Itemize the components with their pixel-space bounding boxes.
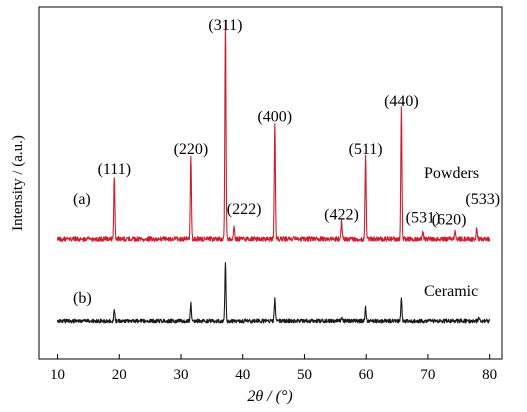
series-b-panel-label: (b) [73, 290, 92, 307]
series-a-panel-label: (a) [73, 191, 91, 208]
x-axis-label: 2θ / (°) [247, 388, 292, 405]
x-tick-label: 60 [359, 367, 374, 383]
peak-label: (511) [349, 141, 383, 158]
x-tick-label: 30 [173, 367, 188, 383]
peak-label: (533) [465, 191, 500, 208]
peak-label: (422) [324, 207, 359, 224]
series-layer [56, 20, 491, 324]
x-tick-label: 50 [297, 367, 312, 383]
peak-label: (222) [227, 201, 262, 218]
peak-label: (111) [98, 161, 131, 178]
x-tick-label: 70 [420, 367, 435, 383]
x-axis-ticks: 10 20 30 40 50 60 70 80 [50, 354, 497, 383]
x-tick-label: 80 [482, 367, 497, 383]
peak-annotations: (111) (220) (311) (222) (400) (422) (511) (440)… [98, 17, 500, 229]
y-axis-label: Intensity / (a.u.) [10, 135, 26, 231]
peak-label: (620) [432, 212, 467, 229]
peak-label: (531) [406, 210, 441, 227]
series-line-a [56, 20, 491, 242]
plot-area-border [38, 6, 503, 360]
series-b-name: Ceramic [424, 283, 478, 300]
x-tick-label: 20 [112, 367, 127, 383]
x-tick-label: 10 [50, 367, 65, 383]
x-tick-label: 40 [235, 367, 250, 383]
peak-label: (440) [384, 93, 419, 110]
series-line-b [56, 262, 491, 324]
series-a-name: Powders [424, 165, 479, 182]
peak-label: (220) [174, 141, 209, 158]
peak-label: (400) [257, 109, 292, 126]
peak-label: (311) [208, 17, 242, 34]
